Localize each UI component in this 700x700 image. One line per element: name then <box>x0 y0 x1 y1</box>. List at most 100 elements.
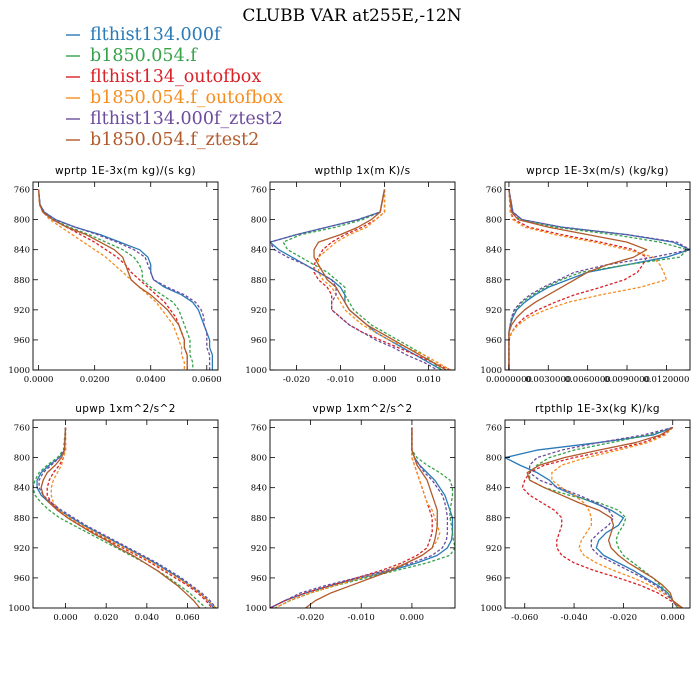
series-group <box>270 427 455 608</box>
y-tick-label: 760 <box>14 424 30 434</box>
series-group <box>33 427 217 608</box>
y-tick-label: 1000 <box>480 366 502 376</box>
legend-entry: b1850.054.f_ztest2 <box>90 130 259 150</box>
panel-title: wpthlp 1x(m K)/s <box>315 165 411 177</box>
series-line <box>508 189 690 370</box>
series-line <box>508 189 668 370</box>
series-line <box>38 427 217 608</box>
x-tick-label: -0.020 <box>283 375 310 385</box>
panel-2: wpthlp 1x(m K)/s 760 800 840 880 920 960 1000 -0… <box>245 165 456 385</box>
y-tick-label: 1000 <box>8 604 30 614</box>
y-tick-label: 800 <box>251 454 267 464</box>
series-line <box>551 427 681 608</box>
x-tick-label: 0.0030000 <box>525 375 571 385</box>
panel-1: wprtp 1E-3x(m kg)/(s kg) 760 800 840 880 920 9… <box>8 165 221 385</box>
y-tick-label: 880 <box>486 514 502 524</box>
y-tick-label: 880 <box>251 514 267 524</box>
series-line <box>313 189 447 370</box>
series-line <box>270 427 449 608</box>
series-line <box>37 189 188 370</box>
series-line <box>33 427 207 608</box>
x-tick-label: 0.0060000 <box>565 375 611 385</box>
y-tick-label: 880 <box>14 514 30 524</box>
x-tick-label: 0.0090000 <box>604 375 650 385</box>
y-tick-label: 920 <box>486 544 502 554</box>
series-line <box>508 189 648 370</box>
y-tick-label: 1000 <box>245 604 267 614</box>
x-tick-label: 0.040 <box>135 613 159 623</box>
legend: flthist134.000fb1850.054.fflthist134_out… <box>66 25 283 150</box>
legend-entry: flthist134.000f_ztest2 <box>90 109 283 129</box>
y-tick-label: 920 <box>251 306 267 316</box>
y-tick-label: 960 <box>14 336 30 346</box>
x-tick-label: -0.010 <box>327 375 354 385</box>
y-tick-label: 880 <box>486 276 502 286</box>
series-line <box>36 427 215 608</box>
series-line <box>274 427 455 608</box>
panels: wprtp 1E-3x(m kg)/(s kg) 760 800 840 880 920 9… <box>8 165 691 623</box>
y-tick-label: 800 <box>486 216 502 226</box>
series-group <box>37 189 214 370</box>
y-tick-label: 920 <box>486 306 502 316</box>
series-line <box>282 189 443 370</box>
y-tick-label: 960 <box>486 336 502 346</box>
x-tick-label: 0.000 <box>400 613 424 623</box>
series-line <box>508 189 690 370</box>
x-tick-label: 0.000 <box>372 375 396 385</box>
legend-entry: b1850.054.f_outofbox <box>90 88 283 108</box>
y-tick-label: 920 <box>14 544 30 554</box>
series-line <box>317 189 451 370</box>
y-tick-label: 920 <box>251 544 267 554</box>
y-tick-label: 880 <box>14 276 30 286</box>
y-tick-label: 800 <box>251 216 267 226</box>
series-line <box>270 189 438 370</box>
y-tick-label: 760 <box>14 186 30 196</box>
y-tick-label: 760 <box>251 186 267 196</box>
series-line <box>521 427 683 608</box>
panel-3: wprcp 1E-3x(m/s) (kg/kg) 760 800 840 880 920 9… <box>480 165 691 385</box>
panel-title: upwp 1xm^2/s^2 <box>75 403 176 415</box>
y-tick-label: 960 <box>486 574 502 584</box>
series-line <box>50 427 217 608</box>
panel-title: wprcp 1E-3x(m/s) (kg/kg) <box>526 165 669 177</box>
x-tick-label: 0.0120000 <box>643 375 689 385</box>
x-tick-label: 0.000 <box>661 613 685 623</box>
series-line <box>37 189 211 370</box>
series-group <box>508 189 690 370</box>
series-line <box>313 189 451 370</box>
x-tick-label: -0.010 <box>348 613 375 623</box>
y-tick-label: 800 <box>14 454 30 464</box>
series-line <box>305 427 438 608</box>
y-tick-label: 840 <box>251 246 267 256</box>
panel-6: rtpthlp 1E-3x(kg K)/kg 760 800 840 880 920 960… <box>480 403 691 623</box>
y-tick-label: 840 <box>486 246 502 256</box>
legend-entry: flthist134.000f <box>90 25 222 45</box>
legend-entry: b1850.054.f <box>90 46 198 66</box>
x-tick-label: -0.040 <box>560 613 587 623</box>
x-tick-label: 0.010 <box>416 375 440 385</box>
panel-5: vpwp 1xm^2/s^2 760 800 840 880 920 960 1000 -0.0… <box>245 403 456 623</box>
y-tick-label: 760 <box>251 424 267 434</box>
series-line <box>37 189 214 370</box>
y-tick-label: 840 <box>14 484 30 494</box>
plot-frame <box>504 181 691 371</box>
y-tick-label: 960 <box>251 336 267 346</box>
x-tick-label: -0.020 <box>610 613 637 623</box>
panel-title: vpwp 1xm^2/s^2 <box>312 403 412 415</box>
panel-4: upwp 1xm^2/s^2 760 800 840 880 920 960 1000 0.00… <box>8 403 219 623</box>
x-tick-label: 0.0600 <box>192 375 222 385</box>
y-tick-label: 960 <box>14 574 30 584</box>
x-tick-label: 0.0400 <box>136 375 166 385</box>
legend-entry: flthist134_outofbox <box>90 67 261 87</box>
x-tick-label: 0.0200 <box>80 375 110 385</box>
y-tick-label: 880 <box>251 276 267 286</box>
y-tick-label: 840 <box>14 246 30 256</box>
series-line <box>508 189 689 370</box>
series-line <box>505 426 681 608</box>
y-tick-label: 1000 <box>245 366 267 376</box>
series-group <box>505 426 683 608</box>
series-line <box>37 189 194 370</box>
y-tick-label: 960 <box>251 574 267 584</box>
plot-frame <box>269 181 456 371</box>
